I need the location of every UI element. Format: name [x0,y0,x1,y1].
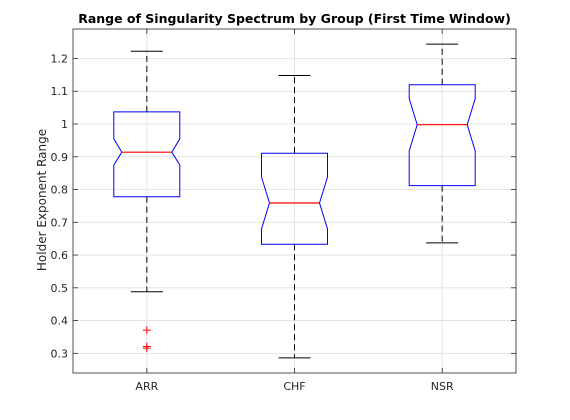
x-tick-label: ARR [135,380,158,393]
outlier-point [142,326,151,335]
y-tick-label: 0.9 [51,151,69,164]
x-tick-label: NSR [431,380,454,393]
y-tick-label: 0.3 [51,347,69,360]
y-tick-label: 0.5 [51,282,69,295]
y-tick-label: 1 [61,118,68,131]
outlier-point [142,344,151,353]
y-tick-label: 0.8 [51,184,69,197]
y-tick-label: 0.6 [51,249,69,262]
notched-box [408,84,476,187]
y-tick-label: 0.7 [51,216,69,229]
box-group-chf [261,75,328,359]
y-tick-label: 1.2 [51,52,69,65]
y-tick-label: 0.4 [51,315,69,328]
x-tick-label: CHF [283,380,305,393]
notched-box [113,111,181,198]
box-group-arr [113,50,181,353]
chart-title: Range of Singularity Spectrum by Group (… [78,11,511,26]
notched-box [261,152,328,245]
box-group-nsr [408,43,476,244]
y-tick-label: 1.1 [51,85,69,98]
